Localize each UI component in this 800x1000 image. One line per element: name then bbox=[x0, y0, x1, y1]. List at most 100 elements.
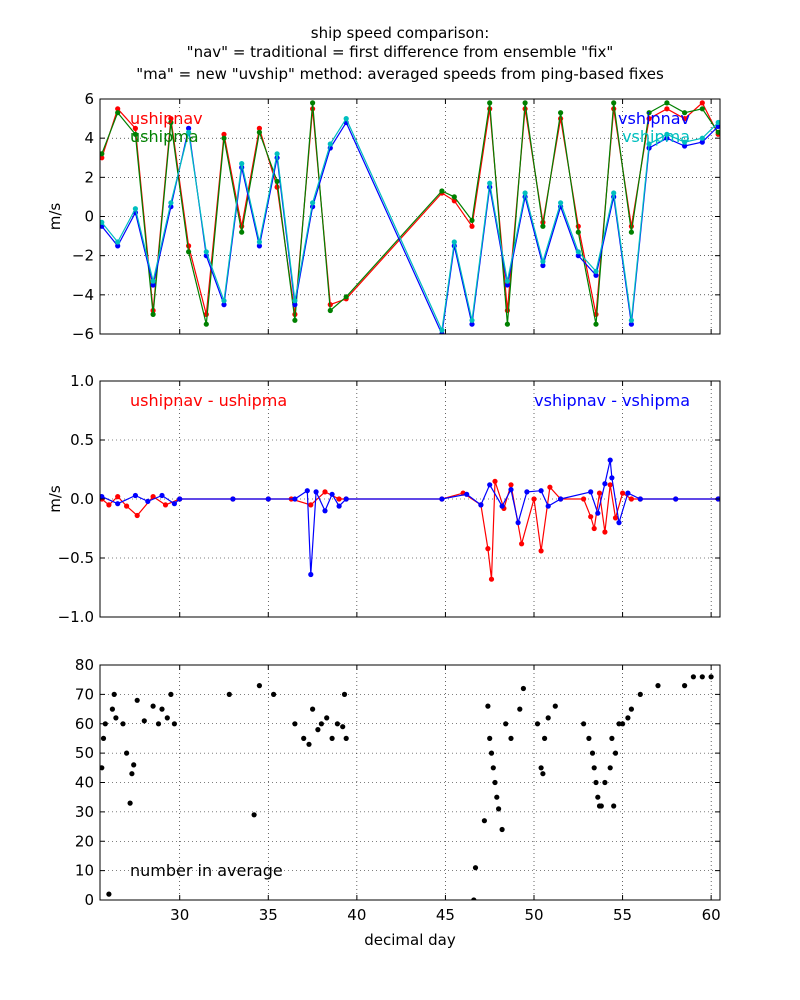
data-point bbox=[690, 674, 697, 680]
data-point bbox=[469, 223, 475, 229]
data-point bbox=[488, 576, 495, 582]
series-ushipma bbox=[100, 100, 720, 327]
data-point bbox=[504, 278, 510, 284]
data-point bbox=[625, 715, 631, 721]
data-point bbox=[595, 794, 601, 800]
data-point bbox=[538, 765, 544, 771]
data-point bbox=[203, 321, 209, 327]
data-point bbox=[492, 779, 498, 786]
data-point bbox=[593, 779, 599, 786]
data-point bbox=[589, 750, 596, 756]
data-point bbox=[124, 503, 130, 509]
data-point bbox=[115, 239, 121, 245]
data-point bbox=[503, 721, 509, 727]
y-tick-label: −2 bbox=[72, 247, 94, 265]
x-tick-label: 50 bbox=[524, 906, 543, 924]
data-point bbox=[221, 131, 227, 137]
data-point bbox=[596, 490, 603, 496]
data-point bbox=[531, 496, 537, 502]
data-point bbox=[481, 818, 487, 824]
data-point bbox=[469, 321, 475, 327]
plot-area bbox=[100, 100, 720, 334]
data-point bbox=[226, 691, 232, 698]
data-point bbox=[595, 510, 601, 516]
data-point bbox=[545, 503, 551, 509]
data-point bbox=[318, 721, 324, 727]
data-point bbox=[520, 685, 527, 692]
data-point bbox=[499, 503, 505, 509]
data-point bbox=[168, 119, 174, 126]
data-point bbox=[558, 110, 564, 116]
data-point bbox=[109, 706, 115, 712]
data-point bbox=[171, 721, 177, 727]
data-point bbox=[699, 674, 705, 680]
data-point bbox=[141, 718, 147, 724]
data-point bbox=[699, 106, 705, 112]
data-point bbox=[274, 178, 280, 184]
y-tick-label: −4 bbox=[72, 286, 94, 304]
data-point bbox=[616, 721, 622, 727]
data-point bbox=[602, 481, 608, 487]
plot-area bbox=[100, 674, 714, 900]
data-point bbox=[508, 487, 514, 493]
data-point bbox=[301, 735, 307, 742]
data-point bbox=[593, 272, 599, 278]
y-tick-label: 80 bbox=[75, 656, 94, 674]
data-point bbox=[343, 735, 349, 742]
data-point bbox=[646, 110, 652, 116]
data-point bbox=[334, 721, 340, 727]
data-point bbox=[628, 706, 635, 712]
data-point bbox=[522, 100, 528, 106]
data-point bbox=[625, 490, 631, 496]
data-point bbox=[699, 139, 705, 145]
data-point bbox=[308, 502, 314, 508]
data-point bbox=[609, 735, 615, 742]
data-point bbox=[451, 239, 457, 245]
data-point bbox=[145, 498, 151, 504]
data-point bbox=[591, 765, 597, 771]
data-point bbox=[100, 765, 105, 771]
data-point bbox=[547, 484, 553, 490]
y-tick-label: 0 bbox=[84, 891, 94, 909]
data-point bbox=[715, 119, 720, 126]
data-point bbox=[581, 496, 587, 502]
data-point bbox=[508, 482, 514, 488]
data-point bbox=[304, 488, 310, 494]
data-point bbox=[545, 715, 551, 721]
y-tick-label: 50 bbox=[75, 744, 94, 762]
data-point bbox=[611, 190, 617, 196]
data-point bbox=[591, 525, 597, 532]
y-tick-label: 20 bbox=[75, 832, 94, 850]
data-point bbox=[471, 897, 477, 900]
data-point bbox=[132, 492, 138, 499]
data-point bbox=[496, 806, 502, 812]
data-point bbox=[540, 258, 546, 265]
data-point bbox=[682, 143, 688, 149]
x-tick-label: 40 bbox=[347, 906, 366, 924]
data-point bbox=[616, 520, 622, 526]
data-point bbox=[343, 116, 349, 122]
data-point bbox=[292, 721, 298, 727]
data-point bbox=[611, 803, 617, 809]
x-tick-label: 45 bbox=[436, 906, 455, 924]
y-tick-label: −6 bbox=[72, 325, 94, 343]
x-axis-label: decimal day bbox=[364, 931, 456, 949]
data-point bbox=[439, 327, 445, 333]
data-point bbox=[100, 735, 107, 742]
data-point bbox=[494, 794, 500, 800]
data-point bbox=[329, 735, 335, 742]
data-point bbox=[343, 496, 349, 502]
data-point bbox=[575, 253, 581, 259]
data-point bbox=[115, 501, 121, 507]
x-tick-label: 55 bbox=[613, 906, 632, 924]
data-point bbox=[340, 724, 346, 730]
data-point bbox=[487, 100, 493, 106]
data-point bbox=[664, 106, 670, 112]
data-point bbox=[100, 219, 105, 225]
data-point bbox=[664, 135, 670, 141]
data-point bbox=[343, 294, 349, 300]
data-point bbox=[150, 282, 156, 288]
data-point bbox=[552, 703, 558, 709]
